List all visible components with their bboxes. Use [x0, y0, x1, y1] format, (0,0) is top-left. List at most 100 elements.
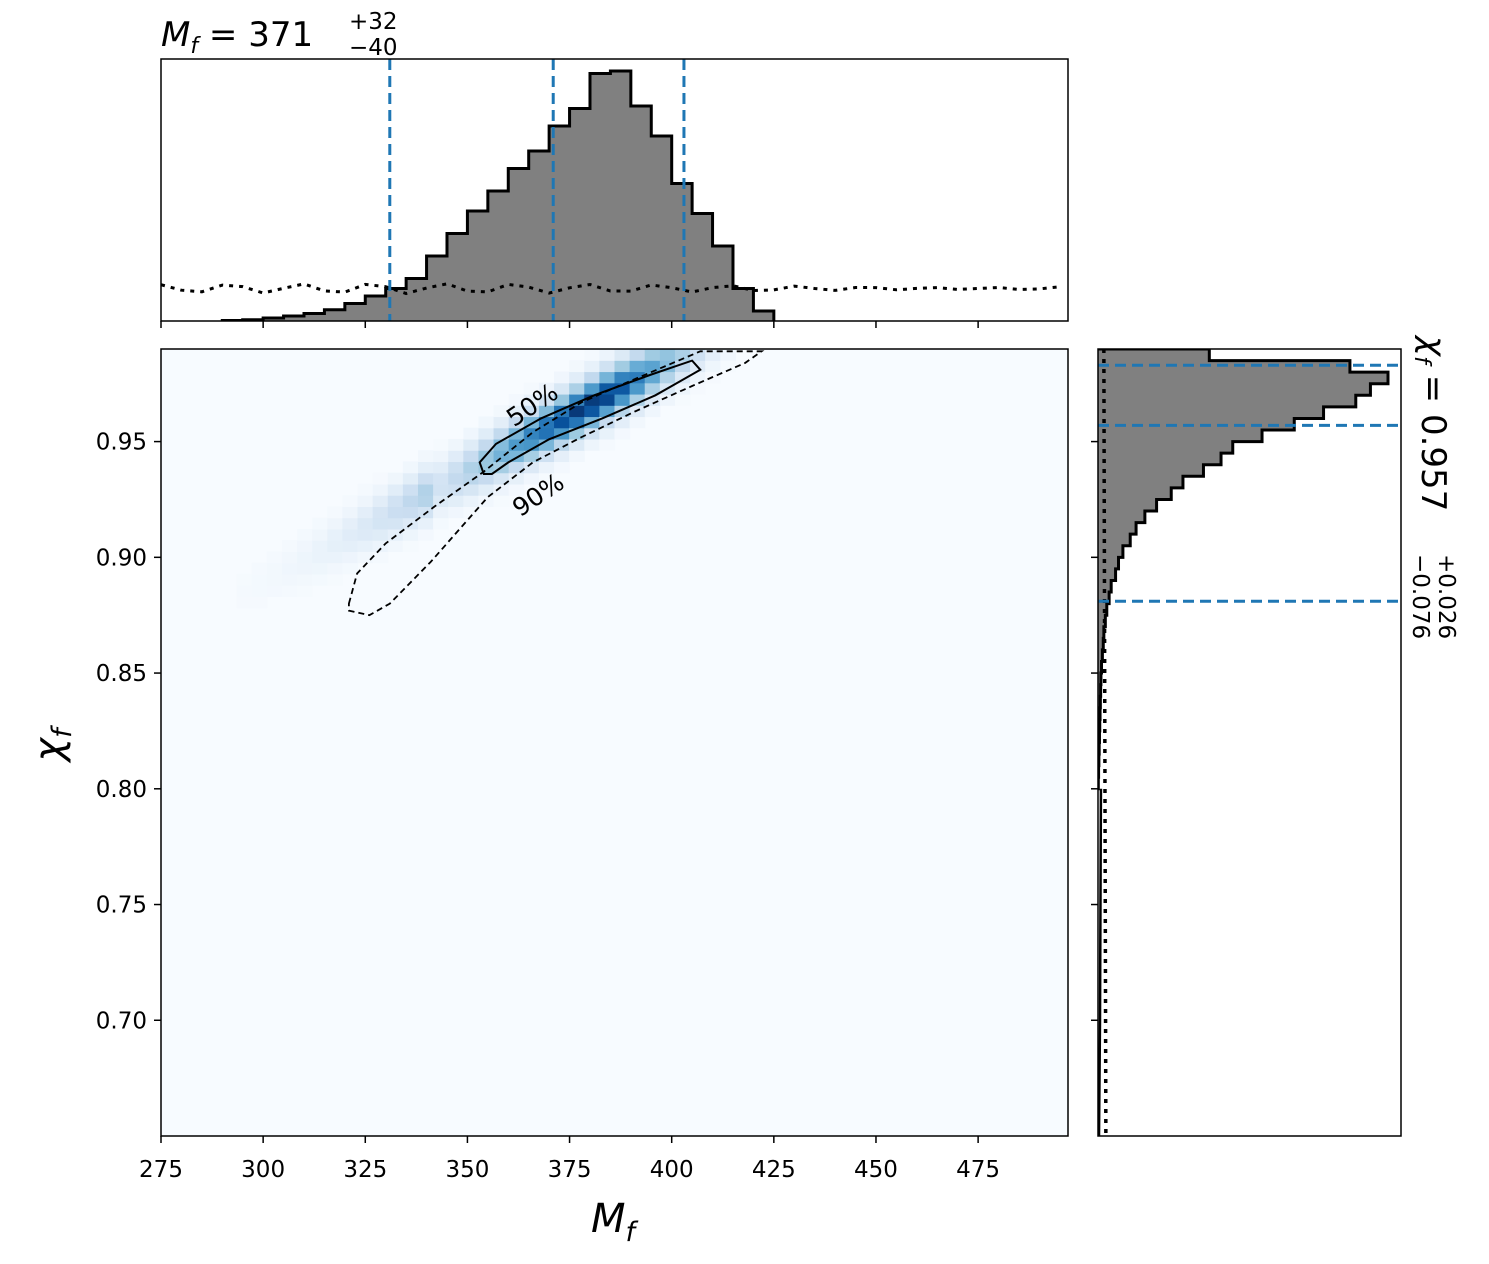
- x-tick-label: 325: [343, 1157, 387, 1183]
- heatmap-cell: [417, 472, 434, 485]
- heatmap-cell: [629, 393, 646, 406]
- heatmap-cell: [357, 483, 374, 496]
- heatmap-cell: [281, 573, 298, 586]
- heatmap-cell: [342, 506, 359, 519]
- heatmap-cell: [478, 416, 495, 429]
- heatmap-cell: [674, 371, 691, 384]
- heatmap-cell: [614, 349, 631, 361]
- mf-hist-bar: [610, 71, 632, 321]
- chi-prior-line: [1102, 349, 1108, 1136]
- heatmap-cell: [312, 540, 328, 552]
- heatmap-cell: [297, 585, 313, 597]
- y-axis-label: χf: [26, 725, 78, 764]
- heatmap-cell: [584, 427, 600, 440]
- x-axis-label: Mf: [591, 1196, 639, 1248]
- heatmap-cell: [508, 461, 525, 474]
- heatmap-cell: [690, 349, 706, 361]
- chi-hist-bar: [1098, 522, 1137, 535]
- mf-hist-bar: [692, 213, 714, 321]
- heatmap-cell: [357, 517, 374, 530]
- heatmap-cell: [554, 450, 570, 463]
- heatmap-cell: [327, 517, 344, 530]
- heatmap-cell: [478, 438, 495, 451]
- heatmap-cell: [569, 416, 585, 429]
- heatmap-cell: [554, 438, 570, 451]
- mf-prior-line: [161, 282, 1060, 296]
- mf-hist-bar: [385, 288, 407, 321]
- mf-hist-bar: [712, 246, 734, 321]
- chi-hist-outline: [1098, 349, 1390, 791]
- contour-90-line: [347, 350, 765, 617]
- heatmap-cell: [402, 540, 419, 552]
- heatmap-cell: [508, 405, 525, 418]
- heatmap-cell: [312, 528, 328, 541]
- chi-title: χf = 0.957 +0.026 −0.076: [1407, 334, 1459, 639]
- heatmap-cell: [463, 483, 480, 496]
- heatmap-cell: [478, 472, 495, 485]
- chi-hist-bar: [1098, 534, 1131, 547]
- heatmap-cell: [599, 438, 616, 451]
- heatmap-cell: [508, 393, 525, 406]
- chi-hist-bar: [1098, 511, 1145, 524]
- heatmap-cell: [433, 483, 449, 496]
- heatmap-cell: [599, 393, 616, 406]
- heatmap-cell: [614, 405, 631, 418]
- heatmap-cell: [493, 450, 510, 463]
- mf-hist-bar: [344, 303, 366, 321]
- heatmap-cell: [433, 506, 449, 519]
- chi-hist-bar: [1098, 453, 1222, 466]
- heatmap-cell: [463, 450, 480, 463]
- x-tick-label: 475: [956, 1157, 1000, 1183]
- chi-hist-bar: [1098, 603, 1107, 616]
- mf-hist-bar: [651, 136, 673, 321]
- heatmap-cell: [554, 416, 570, 429]
- top-panel-ticks: [160, 321, 979, 328]
- heatmap-cell: [402, 528, 419, 541]
- heatmap-cell: [251, 585, 268, 597]
- heatmap-cell: [417, 461, 434, 474]
- heatmap-cell: [523, 438, 540, 451]
- heatmap-cell: [297, 573, 313, 586]
- heatmap-cell: [493, 438, 510, 451]
- heatmap-cell: [402, 483, 419, 496]
- heatmap-cell: [357, 551, 374, 564]
- heatmap-cell: [478, 495, 495, 507]
- heatmap-cell: [493, 405, 510, 418]
- chi-hist-bar: [1098, 464, 1204, 477]
- mf-title-upper-error: +32: [349, 9, 398, 35]
- heatmap-cell: [433, 450, 449, 463]
- mf-hist-bar: [283, 316, 305, 321]
- heatmap-cell: [493, 483, 510, 496]
- heatmap-cell: [644, 382, 661, 395]
- mf-hist-bar: [753, 311, 775, 321]
- chi-hist-bar: [1098, 568, 1116, 581]
- heatmap-cell: [312, 573, 328, 586]
- heatmap-cell: [674, 393, 691, 406]
- heatmap-cell: [236, 596, 253, 609]
- heatmap-cell: [251, 562, 268, 575]
- heatmap-cell: [281, 540, 298, 552]
- heatmap-cell: [538, 472, 555, 485]
- heatmap-cell: [312, 517, 328, 530]
- heatmap-cell: [523, 416, 540, 429]
- heatmap-cell: [417, 495, 434, 507]
- heatmap-cell: [312, 562, 328, 575]
- y-tick-label: 0.80: [96, 777, 147, 803]
- heatmap-cell: [357, 540, 374, 552]
- chi-hist-bar: [1098, 406, 1324, 419]
- heatmap-cell: [523, 393, 540, 406]
- heatmap-cell: [599, 405, 616, 418]
- mf-title-lower-error: −40: [349, 35, 398, 61]
- heatmap-cell: [433, 438, 449, 451]
- mf-hist-bar: [365, 296, 387, 321]
- heatmap-cell: [266, 562, 283, 575]
- heatmap-cell: [674, 360, 691, 373]
- mf-hist-bar: [528, 151, 550, 321]
- mf-hist-bar: [426, 256, 448, 321]
- heatmap-cell: [644, 360, 661, 373]
- heatmap-cell: [690, 382, 706, 395]
- chi-hist-bar: [1098, 372, 1388, 385]
- heatmap-cell: [387, 540, 404, 552]
- heatmap-cell: [251, 573, 268, 586]
- heatmap-cell: [387, 495, 404, 507]
